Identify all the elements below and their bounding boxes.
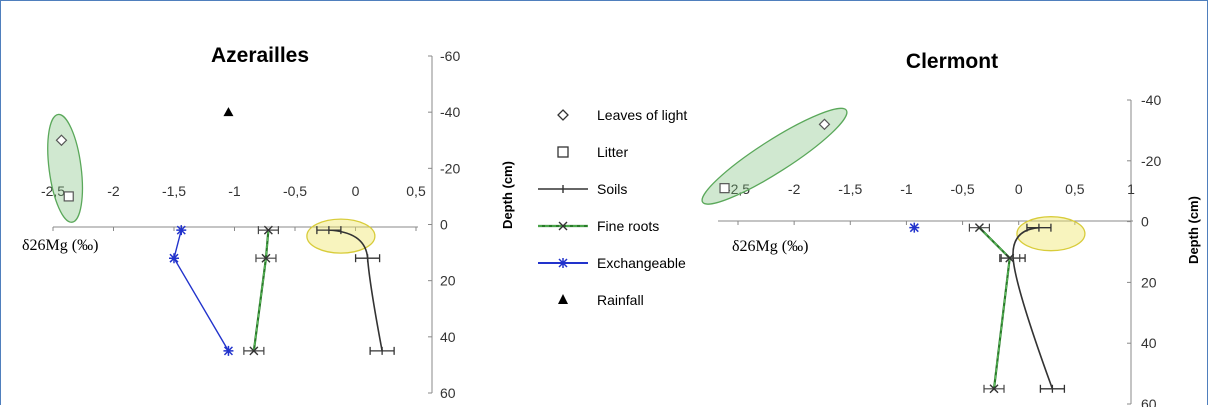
legend: Leaves of light Litter Soils Fine roots Exch…: [538, 107, 687, 308]
y-axis-label-clermont: Depth (cm): [1186, 196, 1201, 264]
x-tick-label: -1: [900, 181, 913, 197]
point-leaves-of-light: [55, 134, 68, 147]
y-tick-label: 20: [1141, 274, 1157, 290]
point-leaves-of-light: [818, 118, 831, 131]
point-soils: [1026, 223, 1052, 232]
x-tick-label: -2,5: [726, 181, 750, 197]
series-line-fine-roots-dash: [978, 227, 1011, 389]
legend-label: Exchangeable: [597, 255, 686, 271]
point-soils: [354, 254, 381, 263]
legend-marker-exchangeable: [538, 258, 588, 268]
y-tick-label: 20: [440, 273, 456, 289]
x-tick-label: -2: [107, 183, 120, 199]
x-tick-label: -0,5: [951, 181, 975, 197]
x-tick-label: -1: [228, 183, 241, 199]
y-tick-label: 60: [440, 385, 456, 401]
point-exchangeable: [176, 225, 187, 236]
legend-label: Rainfall: [597, 292, 644, 308]
y-tick-label: -40: [1141, 92, 1161, 108]
legend-label: Soils: [597, 181, 627, 197]
legend-marker-leaves-of-light: [557, 109, 569, 121]
x-tick-label: -1,5: [838, 181, 862, 197]
series-line-soils: [1012, 226, 1054, 390]
y-tick-label: -40: [440, 104, 460, 120]
series-line-fine-roots: [978, 226, 1011, 389]
y-tick-label: 40: [440, 329, 456, 345]
point-litter: [719, 183, 730, 194]
legend-marker-soils: [538, 185, 588, 193]
point-fine-roots: [257, 225, 279, 235]
y-tick-label: 0: [1141, 214, 1149, 230]
point-soils: [1039, 384, 1066, 393]
point-fine-roots: [255, 253, 277, 263]
highlight-ellipse-green: [47, 113, 84, 223]
y-tick-label: -60: [440, 48, 460, 64]
x-tick-label: 0,5: [406, 183, 426, 199]
legend-label: Litter: [597, 144, 628, 160]
x-tick-label: -2: [788, 181, 801, 197]
point-fine-roots: [983, 384, 1005, 394]
y-tick-label: 0: [440, 217, 448, 233]
point-exchangeable: [223, 345, 234, 356]
x-tick-label: 0,5: [1065, 181, 1085, 197]
x-tick-label: 1: [1127, 181, 1135, 197]
point-exchangeable: [909, 222, 920, 233]
legend-marker-rainfall: [558, 294, 568, 304]
y-tick-label: -20: [1141, 153, 1161, 169]
point-soils: [369, 346, 395, 355]
legend-label: Leaves of light: [597, 107, 687, 123]
x-tick-label: -0,5: [283, 183, 307, 199]
point-rainfall: [223, 107, 234, 117]
highlight-ellipse-yellow: [306, 218, 376, 254]
chart-clermont: Clermont δ26Mg (‰) Depth (cm) -2,5 -2 -1,5…: [701, 50, 1201, 407]
y-tick-label: 40: [1141, 335, 1157, 351]
point-fine-roots: [999, 253, 1021, 263]
point-fine-roots: [243, 346, 265, 356]
point-litter: [63, 191, 74, 202]
highlight-ellipse-green: [701, 107, 848, 205]
chart-title-azerailles: Azerailles: [211, 44, 309, 67]
legend-marker-litter: [557, 146, 569, 158]
point-exchangeable: [169, 253, 179, 264]
legend-label: Fine roots: [597, 218, 659, 234]
series-line-fine-roots: [252, 230, 270, 352]
x-tick-label: 0: [352, 183, 360, 199]
legend-marker-fine-roots: [538, 221, 588, 231]
point-soils: [316, 226, 342, 235]
series-line-exchangeable: [173, 229, 230, 352]
y-tick-label: -20: [440, 160, 460, 176]
chart-title-clermont: Clermont: [906, 50, 998, 73]
x-tick-label: 0: [1015, 181, 1023, 197]
x-tick-label: -1,5: [162, 183, 186, 199]
y-axis-label-azerailles: Depth (cm): [500, 161, 515, 229]
point-fine-roots: [968, 223, 991, 233]
highlight-ellipse-yellow: [1016, 216, 1086, 252]
y-tick-label: 60: [1141, 396, 1157, 407]
x-axis-label-azerailles: δ26Mg (‰): [22, 237, 98, 254]
chart-azerailles: Azerailles δ26Mg (‰) Depth (cm) -2,5-2-1…: [22, 44, 515, 401]
x-axis-label-clermont: δ26Mg (‰): [732, 238, 808, 255]
